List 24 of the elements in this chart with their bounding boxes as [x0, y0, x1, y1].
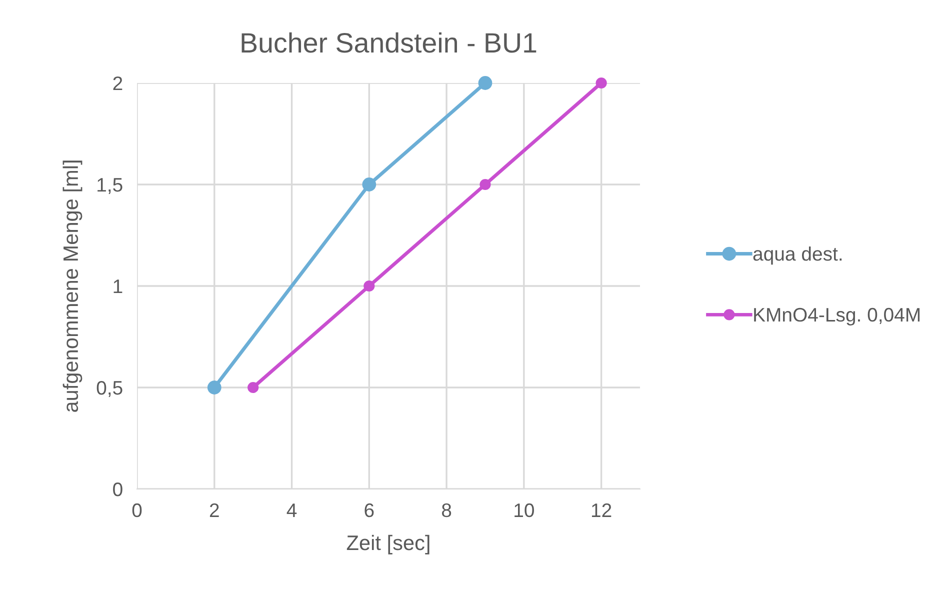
x-tick-label: 8 — [442, 503, 452, 518]
point — [480, 178, 491, 190]
y-tick-label: 0 — [113, 482, 122, 496]
point — [248, 382, 259, 394]
point — [207, 380, 222, 394]
y-tick-label: 1 — [114, 280, 122, 294]
x-tick-label: 0 — [132, 503, 142, 518]
legend-label: KMnO4-Lsg. 0,04M — [754, 308, 920, 326]
y-tick-label: 1,5 — [98, 178, 122, 194]
chart-title: Bucher Sandstein - BU1 — [242, 32, 536, 53]
x-tick-label: 4 — [286, 504, 297, 517]
x-axis-title: Zeit [sec] — [346, 534, 430, 554]
x-tick-label: 12 — [592, 503, 612, 517]
point — [596, 77, 607, 89]
point — [362, 178, 376, 192]
x-tick-label: 2 — [210, 503, 219, 517]
x-tick-label: 10 — [514, 503, 534, 518]
legend-label: aqua dest. — [753, 246, 842, 265]
y-tick-label: 0,5 — [96, 380, 122, 398]
y-axis-title: aufgenommene Menge [ml] — [62, 160, 82, 412]
point — [478, 76, 492, 90]
point — [364, 280, 375, 292]
x-tick-label: 6 — [364, 503, 374, 518]
y-tick-label: 2 — [113, 76, 122, 90]
